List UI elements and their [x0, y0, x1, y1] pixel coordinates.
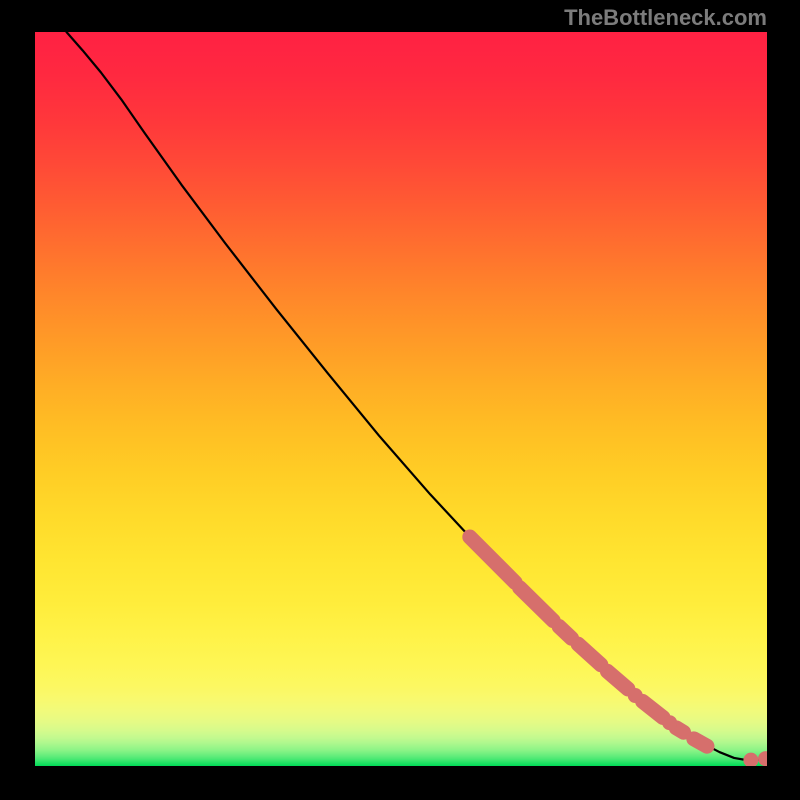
marker-capsule	[607, 671, 628, 689]
marker-capsule	[643, 701, 664, 717]
marker-group	[470, 537, 767, 766]
bottleneck-curve	[66, 32, 767, 760]
plot-area	[35, 32, 767, 766]
chart-stage: TheBottleneck.com	[0, 0, 800, 800]
marker-dot	[758, 751, 767, 766]
marker-capsule	[694, 739, 707, 746]
marker-capsule	[520, 588, 554, 621]
attribution-text: TheBottleneck.com	[564, 5, 767, 31]
marker-capsule	[676, 728, 683, 732]
curve-and-markers-layer	[35, 32, 767, 766]
marker-dot	[743, 753, 758, 766]
marker-capsule	[578, 644, 601, 665]
marker-capsule	[559, 627, 571, 639]
marker-dot	[662, 715, 677, 730]
marker-dot	[628, 688, 643, 703]
marker-capsule	[470, 537, 515, 583]
